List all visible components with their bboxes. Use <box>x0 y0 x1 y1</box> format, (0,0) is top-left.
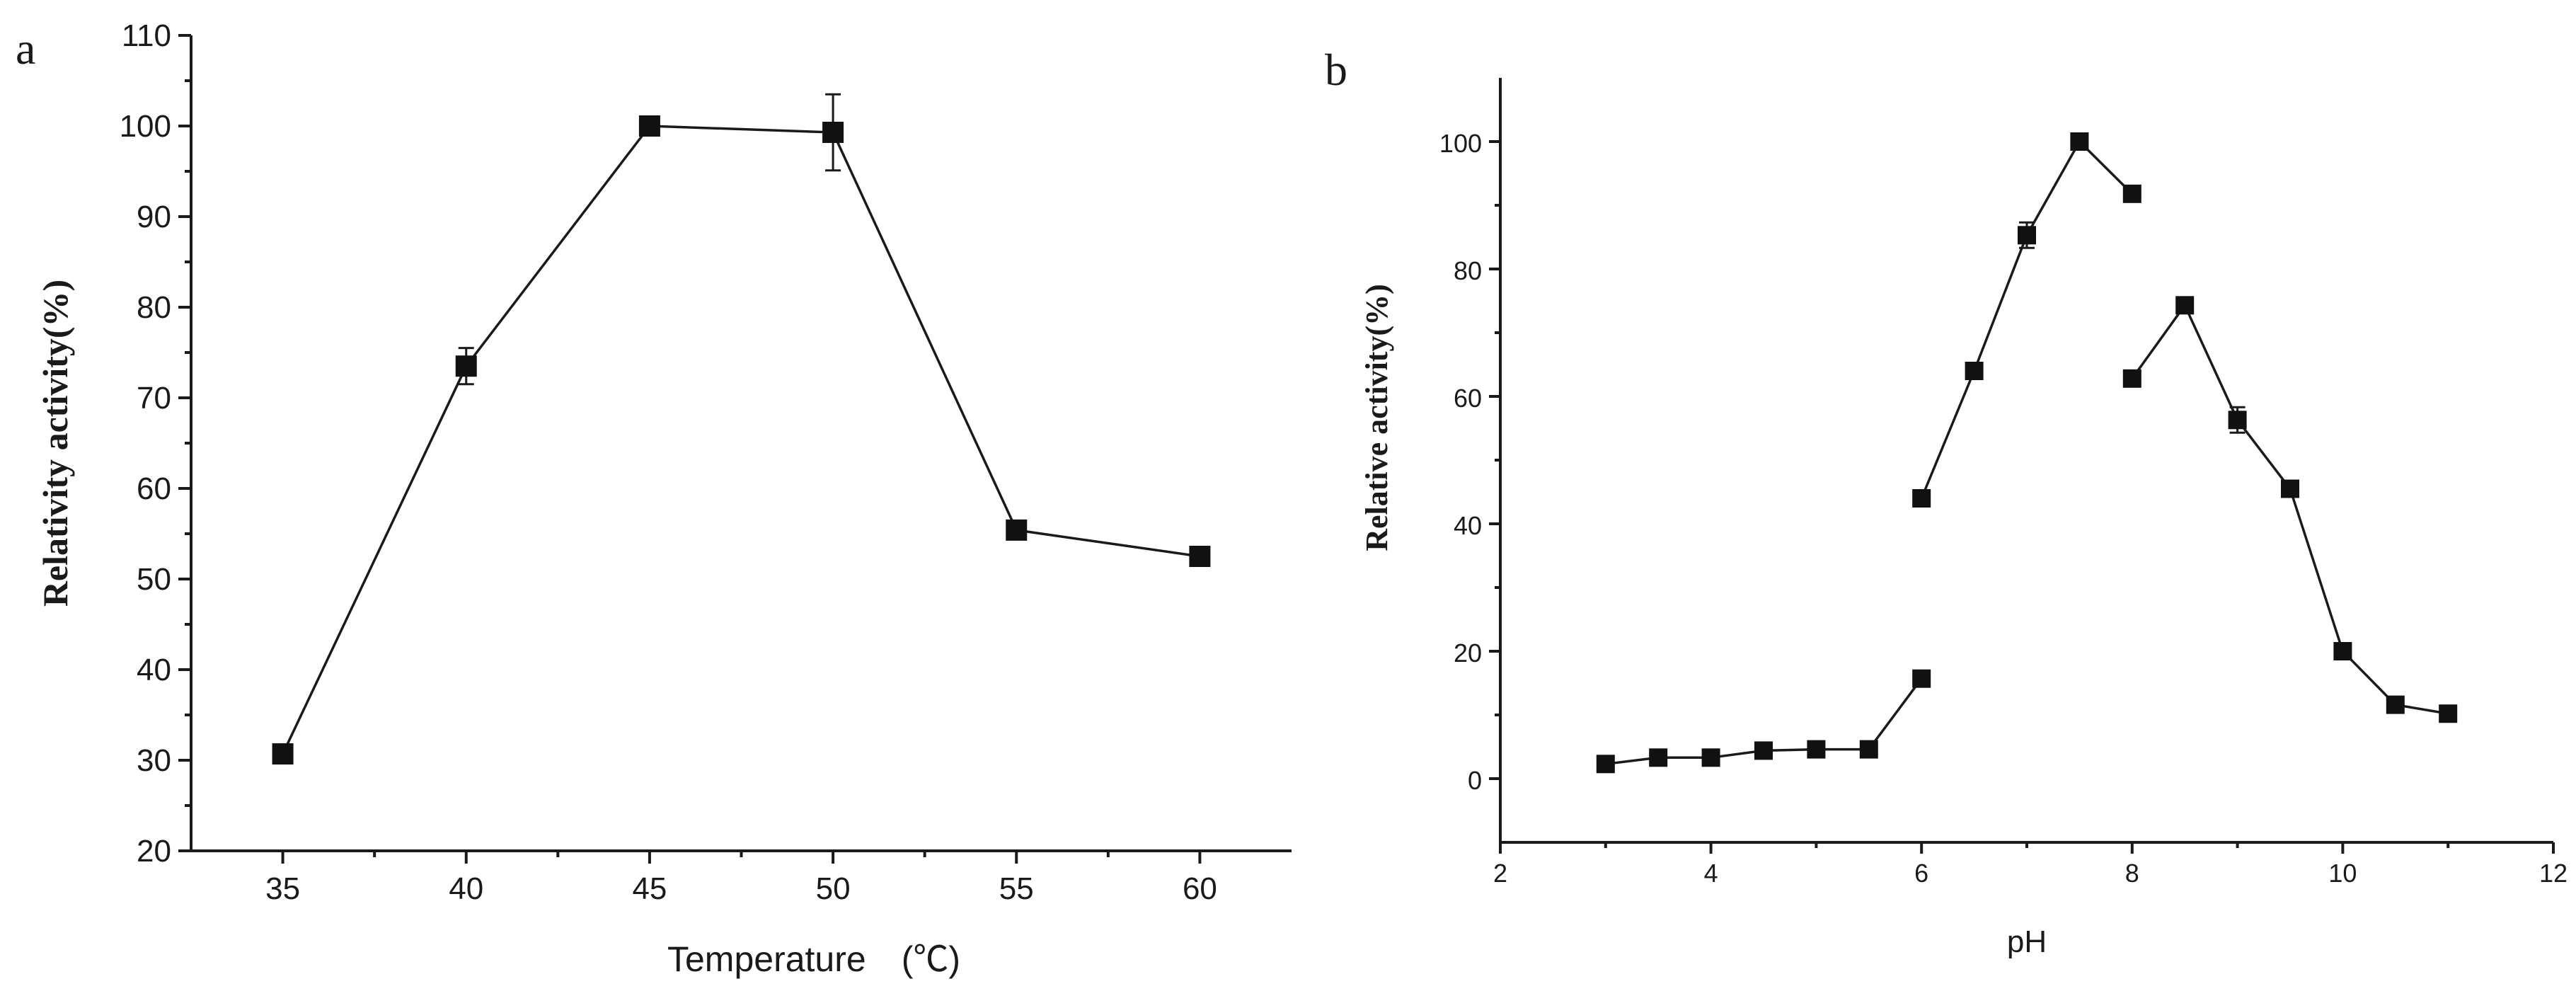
data-point <box>1912 489 1931 508</box>
data-point <box>1596 755 1615 774</box>
x-tick-label: 60 <box>1183 871 1217 906</box>
y-axis-title: Relative activity(%) <box>1359 284 1394 551</box>
x-tick-label: 8 <box>2125 859 2139 888</box>
data-point <box>1006 519 1028 541</box>
panel-letter: a <box>16 23 35 74</box>
y-tick-label: 60 <box>137 471 171 506</box>
data-point <box>2333 642 2352 660</box>
x-tick-label: 35 <box>265 871 300 906</box>
data-point <box>455 355 477 377</box>
series-line-buffer-3 <box>2131 302 2449 715</box>
data-point <box>1965 362 1984 380</box>
x-tick-label: 55 <box>999 871 1034 906</box>
chart-panel-a: a 20 30 40 50 60 70 80 90 100 110 35 40 45 50 55 60 Relat… <box>16 18 1292 979</box>
y-tick-label: 20 <box>137 834 171 869</box>
data-point <box>1649 748 1668 767</box>
y-tick-label: 70 <box>137 381 171 416</box>
x-tick-label: 40 <box>449 871 483 906</box>
y-tick-label: 20 <box>1454 638 1482 668</box>
data-point <box>822 121 844 143</box>
data-point <box>1807 740 1826 759</box>
x-axis-title: pH <box>2007 924 2047 959</box>
y-tick-label: 100 <box>1439 129 1482 158</box>
data-point <box>272 743 294 765</box>
panel-letter: b <box>1325 45 1347 95</box>
data-point <box>638 115 660 137</box>
data-point <box>2122 369 2141 388</box>
y-tick-label: 90 <box>137 200 171 234</box>
data-point <box>2018 226 2036 245</box>
y-tick-label: 40 <box>1454 511 1482 540</box>
y-tick-label: 50 <box>137 562 171 597</box>
data-point <box>1189 546 1211 567</box>
x-tick-label: 10 <box>2328 859 2357 888</box>
y-tick-label: 110 <box>122 18 171 53</box>
x-tick-label: 2 <box>1493 859 1507 888</box>
data-point <box>2386 695 2405 714</box>
series-line-buffer-2 <box>1920 139 2134 499</box>
y-tick-label: 0 <box>1468 766 1482 795</box>
data-point <box>2175 296 2195 315</box>
chart-panel-b: b 0 20 40 60 80 100 2 4 6 8 10 12 Relative activity(%… <box>1325 45 2568 959</box>
y-tick-label: 60 <box>1454 384 1482 413</box>
x-tick-label: 12 <box>2539 859 2568 888</box>
y-tick-label: 80 <box>1454 256 1482 285</box>
data-point <box>2439 704 2458 723</box>
x-tick-label: 4 <box>1704 859 1718 888</box>
x-axis-title: Temperature (℃) <box>667 939 960 979</box>
data-point <box>1912 669 1931 688</box>
data-point <box>2228 411 2247 430</box>
data-point <box>2281 479 2299 498</box>
data-point <box>2122 184 2141 203</box>
data-point <box>1859 740 1878 759</box>
data-point <box>1701 748 1720 767</box>
y-tick-label: 80 <box>137 290 171 325</box>
x-tick-label: 50 <box>816 871 851 906</box>
y-tick-label: 40 <box>137 653 171 687</box>
y-axis-title: Relativity activity(%) <box>35 280 75 607</box>
data-point <box>2070 132 2089 151</box>
y-tick-label: 30 <box>137 743 171 778</box>
data-point <box>1754 741 1773 760</box>
y-tick-label: 100 <box>120 109 171 144</box>
x-tick-label: 6 <box>1914 859 1928 888</box>
x-tick-label: 45 <box>632 871 667 906</box>
series-line-temperature <box>282 125 1200 755</box>
